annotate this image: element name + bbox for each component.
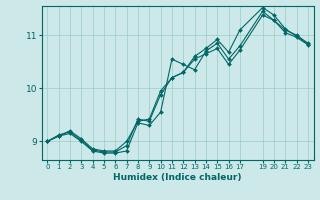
X-axis label: Humidex (Indice chaleur): Humidex (Indice chaleur) bbox=[113, 173, 242, 182]
